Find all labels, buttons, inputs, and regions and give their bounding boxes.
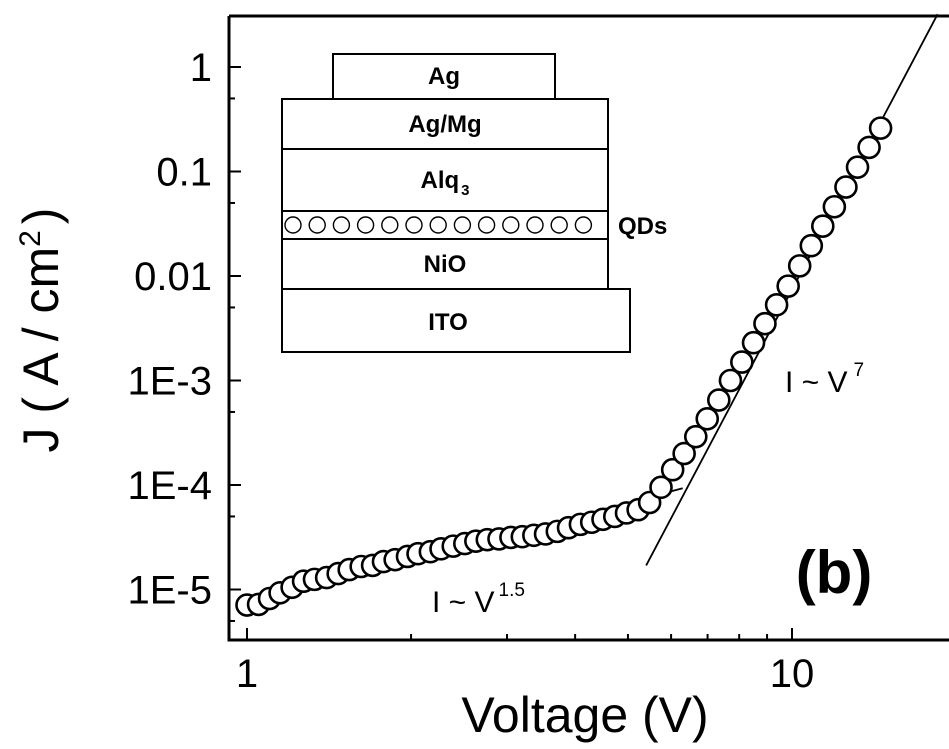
layer-alq3-base: Alq	[420, 167, 459, 194]
data-point	[660, 457, 685, 482]
x-axis-title: Voltage (V)	[461, 687, 708, 743]
data-point	[741, 330, 766, 355]
fit-label-high: I ~ V 7	[785, 360, 864, 399]
quantum-dot	[550, 216, 568, 234]
device-structure-inset: Ag Ag/Mg Alq 3 QDs NiO ITO	[281, 53, 667, 353]
data-point	[649, 475, 673, 500]
y-axis-title-main: J ( A / cm	[13, 247, 69, 453]
data-point	[683, 424, 708, 449]
data-point	[718, 368, 743, 393]
layer-ito	[281, 288, 631, 353]
data-markers	[235, 116, 893, 617]
quantum-dot-row	[284, 216, 593, 234]
y-axis-title-close: )	[13, 208, 69, 225]
quantum-dot	[574, 216, 593, 234]
y-tick-label: 0.1	[156, 151, 212, 195]
quantum-dot	[356, 216, 375, 234]
data-point	[799, 233, 824, 258]
quantum-dot	[332, 216, 351, 234]
quantum-dot	[284, 216, 302, 234]
data-point	[672, 441, 696, 466]
y-axis-title: J ( A / cm2)	[13, 208, 69, 453]
data-point	[822, 194, 847, 219]
y-tick-label: 1E-3	[128, 360, 213, 404]
y-tick-label: 1E-5	[128, 569, 213, 613]
data-point	[834, 175, 858, 199]
layer-qds-label: QDs	[618, 213, 667, 240]
plot-frame	[227, 14, 949, 642]
fit-label-low: I ~ V 1.5	[432, 580, 525, 619]
data-point	[730, 350, 754, 374]
quantum-dot	[405, 216, 423, 234]
layer-alq3	[281, 148, 609, 212]
fit-label-low-base: I ~ V	[432, 586, 495, 619]
data-point	[776, 274, 800, 298]
layer-alq3-label: Alq 3	[420, 167, 469, 199]
data-point	[753, 311, 777, 336]
data-point	[707, 388, 731, 412]
data-point	[764, 293, 789, 317]
layer-agmg-label: Ag/Mg	[408, 111, 481, 138]
data-point	[857, 135, 881, 160]
quantum-dot	[502, 216, 520, 234]
layer-ito-label: ITO	[428, 309, 468, 336]
data-point	[845, 155, 870, 179]
x-axis-ticks: 1 10	[236, 628, 814, 696]
layer-alq3-subscript: 3	[461, 182, 469, 199]
y-axis-ticks: 1E-5 1E-4 1E-3 0.01 0.1 1	[128, 46, 241, 622]
fit-label-low-exponent: 1.5	[499, 580, 525, 601]
y-tick-label: 1	[190, 46, 212, 90]
y-tick-label: 0.01	[134, 255, 212, 299]
data-point	[811, 214, 835, 238]
layer-nio-label: NiO	[424, 251, 467, 278]
y-tick-label: 1E-4	[128, 464, 213, 508]
quantum-dot	[477, 216, 496, 234]
x-tick-label: 1	[236, 652, 258, 696]
data-point	[787, 254, 812, 278]
data-point	[695, 407, 720, 431]
quantum-dot	[381, 216, 399, 234]
quantum-dot	[308, 216, 326, 234]
fit-label-high-base: I ~ V	[785, 366, 848, 399]
quantum-dot	[526, 216, 544, 234]
quantum-dot	[429, 216, 447, 234]
x-tick-label: 10	[770, 652, 815, 696]
layer-nio	[281, 238, 609, 290]
fit-label-high-exponent: 7	[854, 360, 865, 381]
layer-ag	[332, 53, 556, 100]
data-point	[868, 116, 893, 140]
panel-label: (b)	[796, 539, 873, 606]
layer-ag-label: Ag	[428, 63, 460, 90]
quantum-dot	[453, 216, 472, 234]
y-axis-title-superscript: 2	[14, 230, 47, 247]
